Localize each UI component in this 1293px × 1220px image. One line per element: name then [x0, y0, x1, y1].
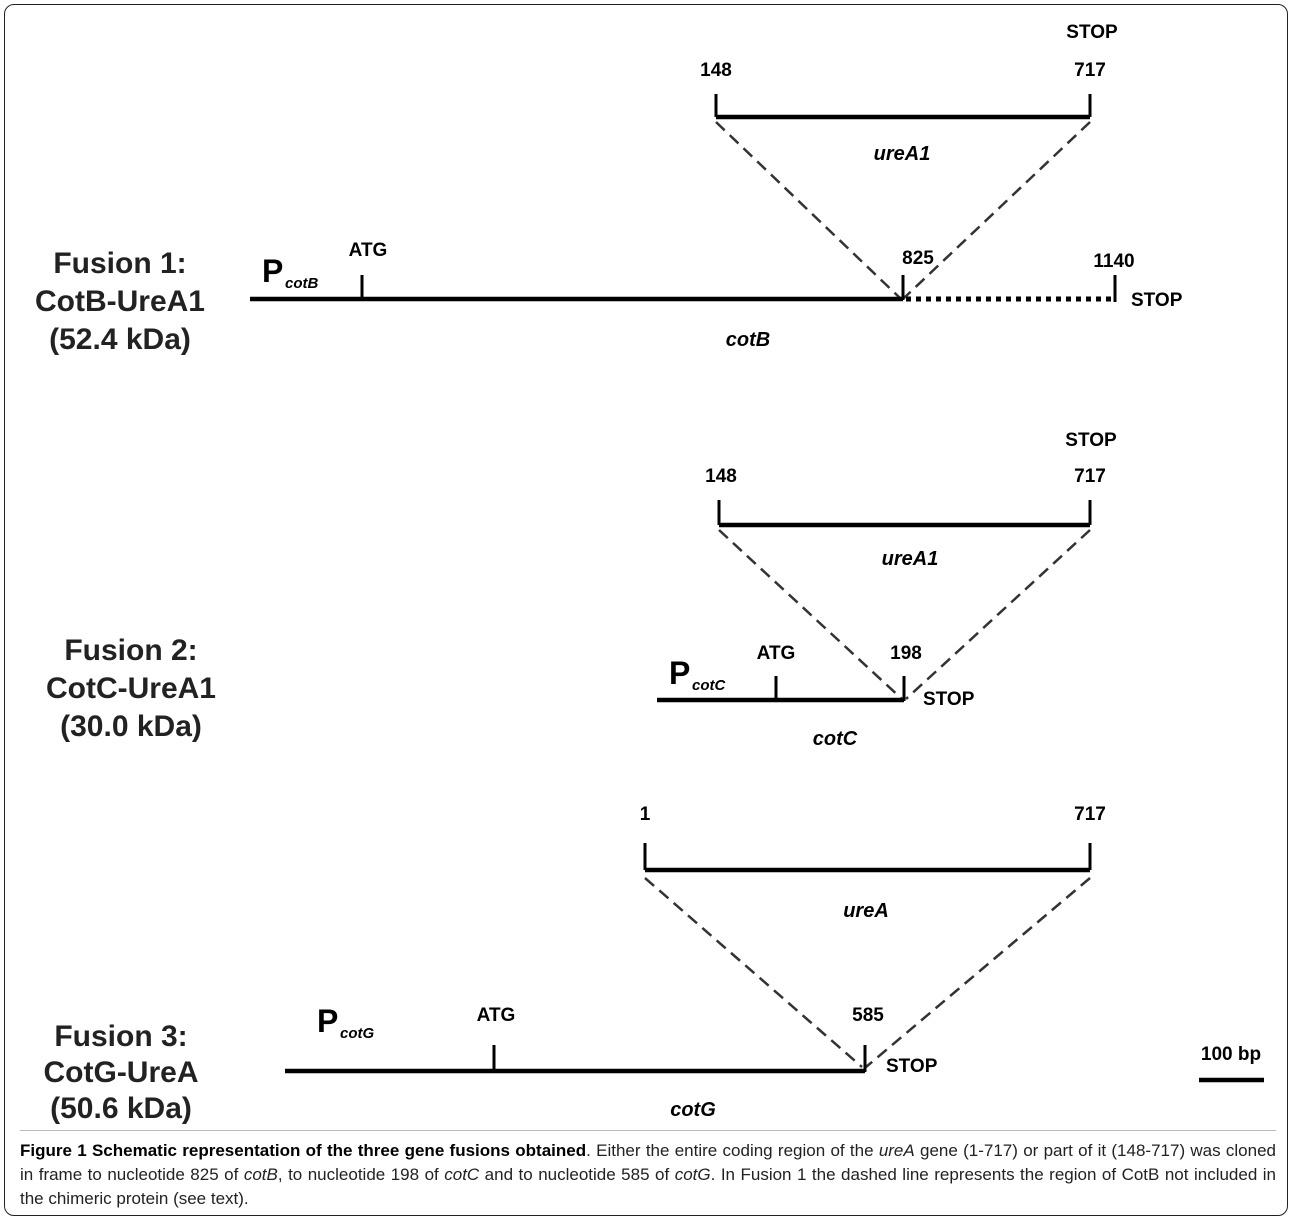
- fusion1-title: Fusion 1:: [53, 247, 186, 280]
- caption-text-2: gene (1-717) or part of it (148-717) was…: [20, 1141, 1276, 1184]
- fusion1-end-label: 1140: [1093, 251, 1134, 272]
- fusion3-stop-label: STOP: [886, 1056, 938, 1077]
- fusion1-right-dash: [903, 121, 1091, 299]
- figure-frame: [4, 4, 1288, 1216]
- caption-title: Figure 1 Schematic representation of the…: [20, 1141, 587, 1160]
- caption-cotC: cotC: [444, 1165, 480, 1184]
- fusion2-insert-end-label: 717: [1074, 466, 1106, 487]
- scale-bar: 100 bp: [1199, 1044, 1264, 1083]
- fusion3-title: Fusion 3:: [54, 1020, 187, 1053]
- fusion2-mass: (30.0 kDa): [60, 710, 202, 743]
- fusion1-mass: (52.4 kDa): [49, 323, 191, 356]
- fusion1-gene-label: cotB: [726, 329, 770, 351]
- fusion1-insert-gene-label: ureA1: [874, 143, 931, 165]
- fusion3-right-dash: [865, 877, 1091, 1068]
- fusion1-atg-label: ATG: [349, 240, 388, 261]
- fusion1-insert-end-label: 717: [1074, 60, 1106, 81]
- caption-ureA: ureA: [878, 1141, 915, 1160]
- fusion3-insert-end-label: 717: [1074, 804, 1106, 825]
- fusion2-insert-stop-label: STOP: [1065, 430, 1117, 451]
- caption-text-1: . Either the entire coding region of the: [586, 1141, 879, 1160]
- fusion1-insert-start-label: 148: [700, 60, 732, 81]
- fusion2-insert-start-label: 148: [705, 466, 737, 487]
- fusion2-right-dash: [905, 529, 1091, 700]
- caption-text-3: , to nucleotide 198 of: [277, 1165, 445, 1184]
- fusion3-junction-label: 585: [852, 1005, 884, 1026]
- caption-text-5: . In Fusion 1 the dashed line represents…: [20, 1165, 1277, 1208]
- figure-caption: Figure 1 Schematic representation of the…: [20, 1130, 1276, 1211]
- caption-cotG: cotG: [674, 1165, 711, 1184]
- fusion3-left-dash: [644, 877, 863, 1068]
- fusion-2: STOP 148 717 ureA1 Fusion 2: CotC-UreA1 …: [46, 430, 1117, 750]
- fusion3-atg-label: ATG: [477, 1005, 516, 1026]
- fusion-1: STOP 148 717 ureA1 Fusion 1: CotB-UreA1 …: [35, 22, 1183, 356]
- fusion3-protein-name: CotG-UreA: [44, 1056, 199, 1089]
- fusion2-stop-label: STOP: [923, 689, 975, 710]
- fusion3-insert-start-label: 1: [640, 804, 651, 825]
- fusion1-insert-stop-label: STOP: [1066, 22, 1118, 43]
- scale-bar-label: 100 bp: [1201, 1044, 1261, 1065]
- fusion2-protein-name: CotC-UreA1: [46, 672, 216, 705]
- fusion2-title: Fusion 2:: [64, 634, 197, 667]
- fusion2-insert-gene-label: ureA1: [882, 548, 939, 570]
- fusion3-gene-label: cotG: [670, 1099, 716, 1121]
- fusion2-atg-label: ATG: [757, 643, 796, 664]
- fusion1-promoter-sub: cotB: [285, 275, 319, 292]
- fusion2-gene-label: cotC: [813, 728, 858, 750]
- fusion3-mass: (50.6 kDa): [50, 1092, 192, 1125]
- caption-cotB: cotB: [243, 1165, 278, 1184]
- fusion-3: 1 717 ureA Fusion 3: CotG-UreA (50.6 kDa…: [44, 804, 1106, 1125]
- fusion1-protein-name: CotB-UreA1: [35, 285, 205, 318]
- fusion3-insert-gene-label: ureA: [843, 900, 889, 922]
- fusion2-promoter-sub: cotC: [692, 677, 727, 694]
- fusion3-promoter-sub: cotG: [340, 1025, 375, 1042]
- caption-text-4: and to nucleotide 585 of: [479, 1165, 675, 1184]
- fusion1-promoter-p: P: [262, 253, 283, 289]
- fusion2-left-dash: [718, 529, 903, 700]
- fusion2-junction-label: 198: [890, 643, 922, 664]
- fusion3-promoter-p: P: [317, 1003, 338, 1039]
- fusion1-junction-label: 825: [902, 248, 934, 269]
- fusion1-stop-label: STOP: [1131, 290, 1183, 311]
- gene-fusion-diagram: STOP 148 717 ureA1 Fusion 1: CotB-UreA1 …: [35, 22, 1264, 1125]
- fusion2-promoter-p: P: [669, 655, 690, 691]
- fusion1-left-dash: [715, 121, 901, 299]
